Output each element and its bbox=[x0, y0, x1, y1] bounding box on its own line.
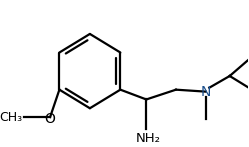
Text: NH₂: NH₂ bbox=[136, 132, 161, 145]
Text: O: O bbox=[45, 112, 56, 126]
Text: CH₃: CH₃ bbox=[0, 111, 23, 123]
Text: N: N bbox=[200, 85, 211, 99]
